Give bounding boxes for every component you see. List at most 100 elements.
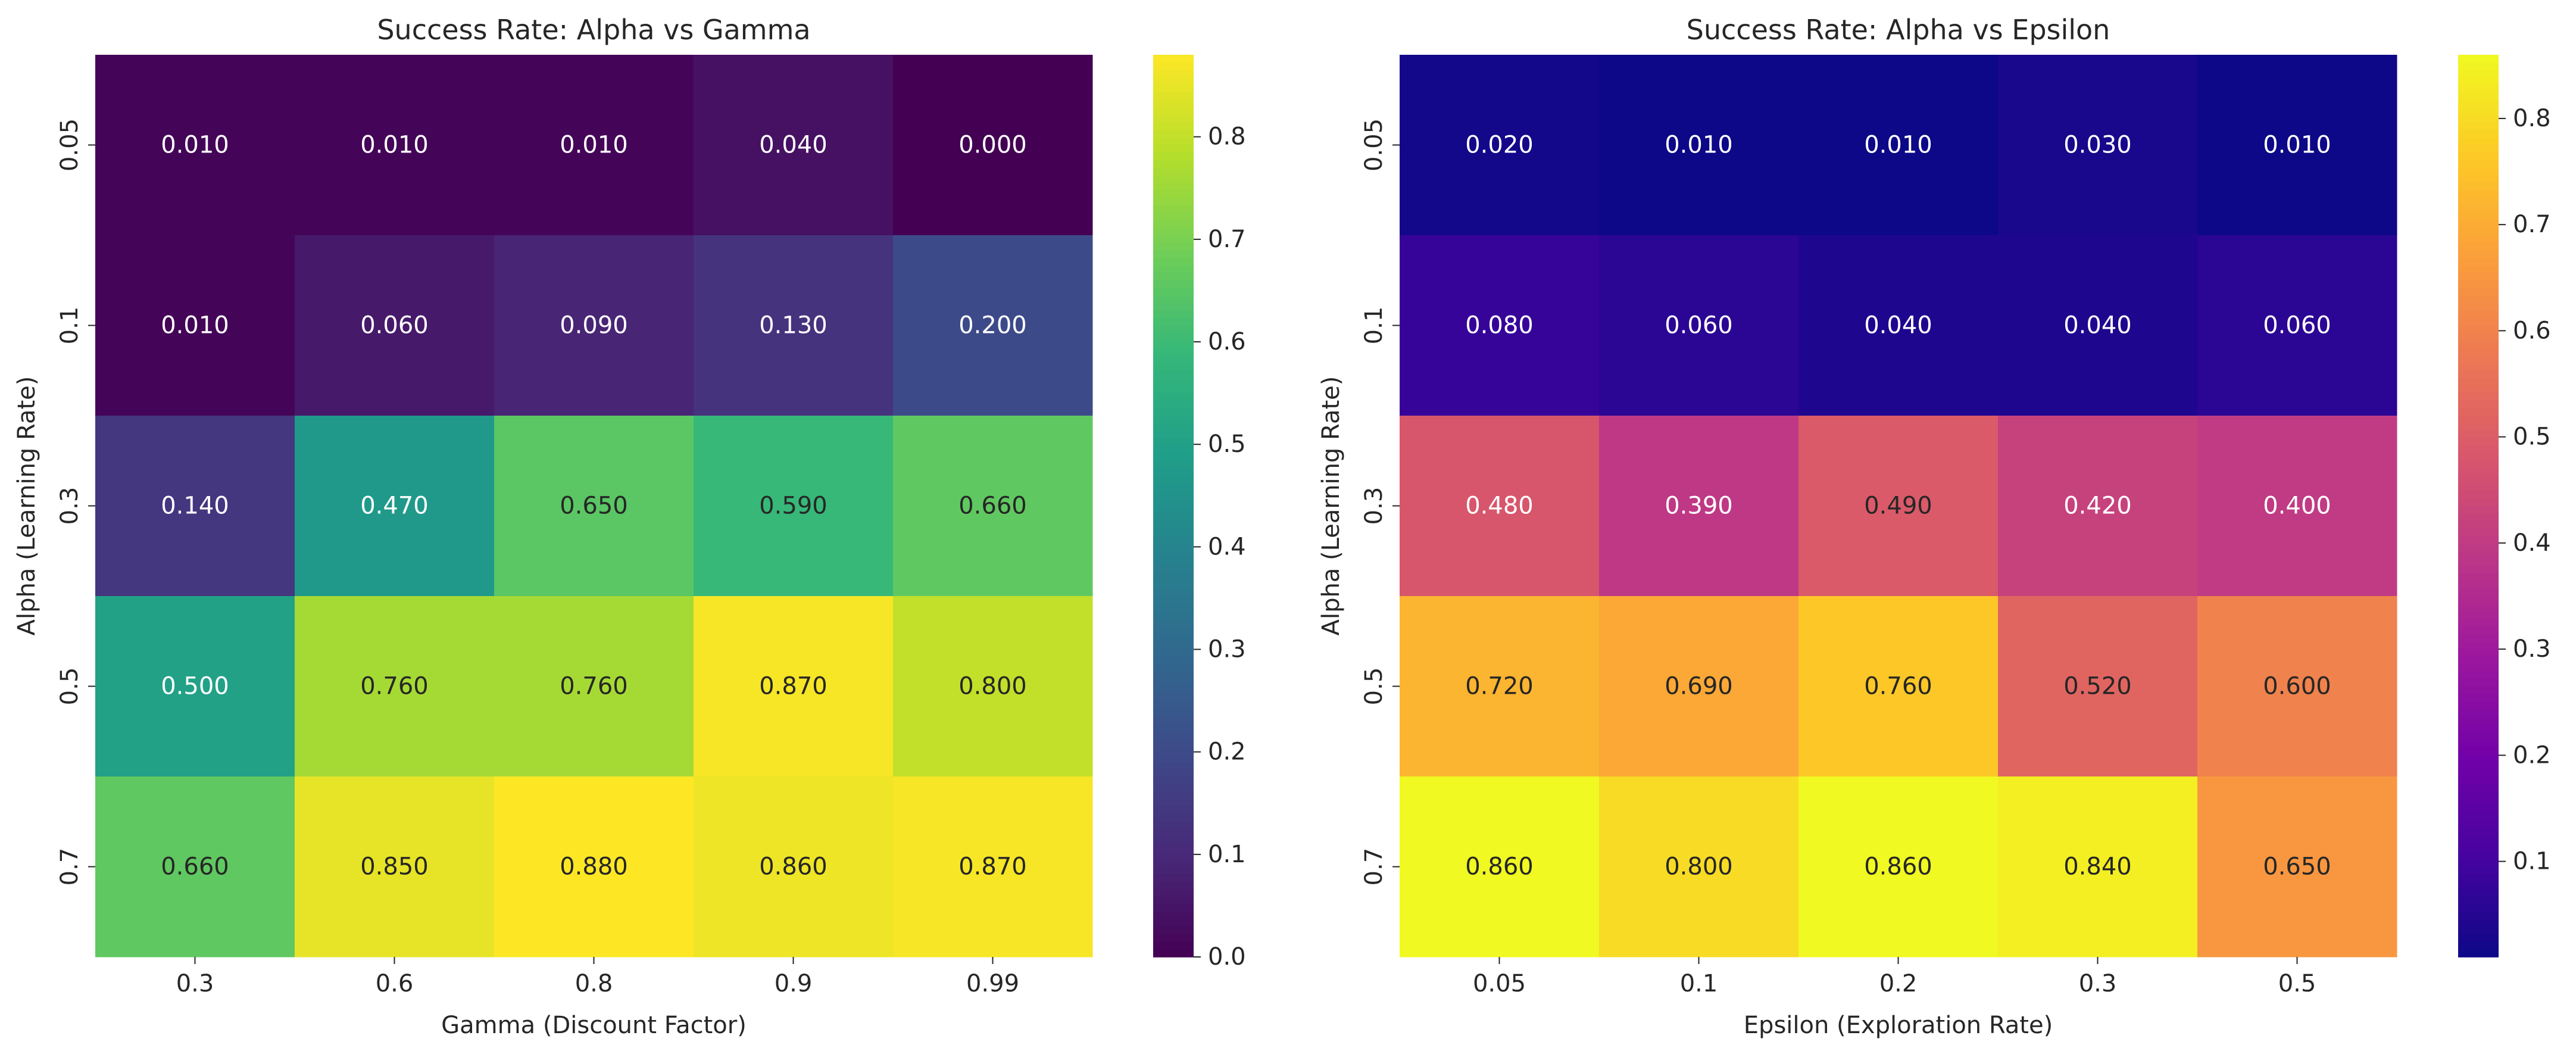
- colorbar-segment: [2458, 160, 2499, 169]
- colorbar-segment: [2458, 107, 2499, 116]
- colorbar-segment: [2458, 520, 2499, 529]
- colorbar-segment: [2458, 769, 2499, 777]
- colorbar-segment: [1153, 656, 1194, 665]
- heatmap-cell: [95, 596, 295, 777]
- colorbar-segment: [1153, 874, 1194, 882]
- cell-value-label: 0.020: [1465, 132, 1534, 159]
- colorbar-segment: [2458, 325, 2499, 333]
- cell-value-label: 0.010: [1665, 132, 1733, 159]
- colorbar-segment: [1153, 77, 1194, 86]
- x-axis-label: Gamma (Discount Factor): [441, 1012, 747, 1039]
- colorbar-segment: [1153, 618, 1194, 627]
- colorbar-segment: [2458, 302, 2499, 311]
- colorbar-segment: [2458, 814, 2499, 822]
- colorbar-segment: [1153, 453, 1194, 461]
- colorbar-segment: [2458, 438, 2499, 447]
- heatmap-cell: [295, 416, 495, 597]
- colorbar-segment: [1153, 280, 1194, 289]
- colorbar-segment: [1153, 302, 1194, 311]
- colorbar-segment: [1153, 859, 1194, 868]
- cell-value-label: 0.200: [958, 312, 1027, 339]
- cell-value-label: 0.390: [1665, 492, 1733, 520]
- colorbar-tick-label: 0.4: [1208, 533, 1246, 560]
- colorbar-segment: [2458, 85, 2499, 93]
- colorbar-segment: [2458, 648, 2499, 657]
- colorbar-segment: [1153, 235, 1194, 244]
- colorbar-segment: [1153, 491, 1194, 499]
- colorbar-segment: [1153, 115, 1194, 123]
- colorbar-segment: [1153, 566, 1194, 574]
- colorbar-segment: [2458, 77, 2499, 86]
- colorbar-segment: [1153, 837, 1194, 845]
- colorbar-tick-label: 0.2: [1208, 738, 1246, 766]
- colorbar-segment: [2458, 99, 2499, 108]
- y-tick-label: 0.5: [56, 668, 83, 706]
- heatmap-cell: [1798, 416, 1999, 597]
- colorbar-segment: [2458, 190, 2499, 198]
- chart-title: Success Rate: Alpha vs Epsilon: [1687, 14, 2110, 46]
- colorbar-segment: [1153, 543, 1194, 552]
- colorbar-segment: [2458, 92, 2499, 101]
- cell-value-label: 0.040: [2063, 312, 2132, 339]
- colorbar-tick-label: 0.2: [2513, 741, 2551, 769]
- cell-value-label: 0.660: [161, 853, 229, 881]
- cell-value-label: 0.010: [161, 312, 229, 339]
- colorbar-segment: [1153, 107, 1194, 116]
- colorbar-segment: [2458, 317, 2499, 326]
- colorbar-segment: [2458, 618, 2499, 627]
- colorbar-segment: [2458, 949, 2499, 958]
- cell-value-label: 0.010: [2263, 132, 2331, 159]
- colorbar-segment: [1153, 55, 1194, 63]
- colorbar-segment: [2458, 423, 2499, 432]
- colorbar-segment: [2458, 806, 2499, 815]
- colorbar-segment: [1153, 295, 1194, 304]
- colorbar-segment: [2458, 784, 2499, 793]
- colorbar-segment: [1153, 250, 1194, 258]
- x-tick-label: 0.99: [966, 970, 1019, 997]
- colorbar-tick-label: 0.6: [2513, 317, 2551, 344]
- x-tick-label: 0.9: [775, 970, 813, 997]
- cell-value-label: 0.800: [958, 673, 1027, 700]
- colorbar-tick-label: 0.7: [1208, 226, 1246, 253]
- colorbar-segment: [2458, 122, 2499, 131]
- colorbar-tick-label: 0.8: [2513, 105, 2551, 132]
- colorbar-segment: [1153, 852, 1194, 860]
- cell-value-label: 0.520: [2063, 673, 2132, 700]
- colorbar-segment: [2458, 152, 2499, 161]
- colorbar-segment: [2458, 213, 2499, 221]
- colorbar-segment: [2458, 889, 2499, 897]
- colorbar-segment: [1153, 919, 1194, 928]
- x-tick-label: 0.2: [1879, 970, 1918, 997]
- colorbar-tick-label: 0.8: [1208, 123, 1246, 151]
- colorbar-segment: [2458, 678, 2499, 687]
- heatmap-cell: [1599, 235, 1799, 416]
- heatmap-cell: [1998, 235, 2198, 416]
- colorbar-segment: [2458, 799, 2499, 807]
- heatmap-cell: [1400, 416, 1600, 597]
- cell-value-label: 0.650: [560, 492, 628, 520]
- colorbar-tick-label: 0.5: [1208, 431, 1246, 458]
- y-axis-label: Alpha (Learning Rate): [13, 376, 40, 636]
- colorbar-segment: [2458, 130, 2499, 138]
- colorbar-segment: [1153, 92, 1194, 101]
- cell-value-label: 0.870: [958, 853, 1027, 881]
- colorbar-segment: [1153, 889, 1194, 897]
- cell-value-label: 0.500: [161, 673, 229, 700]
- colorbar-segment: [1153, 761, 1194, 770]
- colorbar-segment: [2458, 265, 2499, 273]
- colorbar-segment: [2458, 852, 2499, 860]
- heatmap-cell: [2197, 235, 2397, 416]
- heatmap-cell: [494, 416, 694, 597]
- colorbar-segment: [2458, 821, 2499, 830]
- colorbar-segment: [2458, 731, 2499, 740]
- colorbar-segment: [2458, 941, 2499, 950]
- colorbar-segment: [2458, 573, 2499, 582]
- colorbar-segment: [1153, 400, 1194, 409]
- cell-value-label: 0.860: [1465, 853, 1534, 881]
- colorbar-segment: [1153, 694, 1194, 702]
- colorbar-segment: [1153, 573, 1194, 582]
- colorbar-segment: [2458, 408, 2499, 416]
- heatmap-cell: [1599, 776, 1799, 958]
- colorbar-tick-label: 0.0: [1208, 943, 1246, 971]
